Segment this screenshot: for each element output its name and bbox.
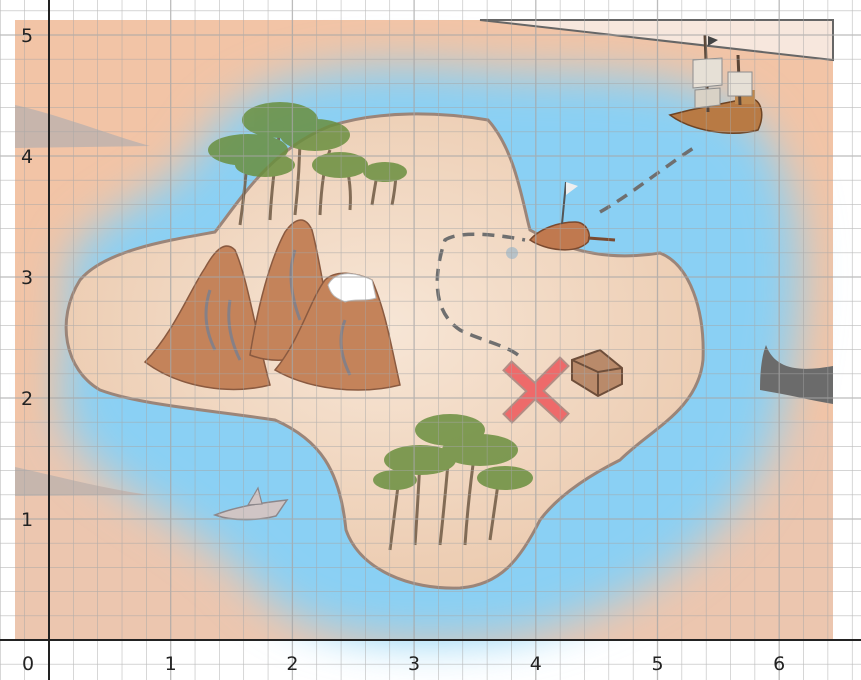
dashed-trail (435, 145, 696, 357)
x-tick-label: 1 (165, 653, 177, 675)
y-axis-tick-labels: 1 2 3 4 5 (21, 25, 33, 531)
y-tick-label: 5 (21, 25, 33, 47)
x-tick-label: 5 (651, 653, 663, 675)
x-tick-label: 2 (286, 653, 298, 675)
y-tick-label: 2 (21, 388, 33, 410)
rowboat (506, 181, 616, 259)
x-tick-label: 4 (530, 653, 542, 675)
pirate-ship (668, 34, 763, 134)
land-strip-top (479, 19, 834, 62)
y-tick-label: 4 (21, 146, 33, 168)
x-tick-label: 6 (773, 653, 785, 675)
x-tick-label: 3 (408, 653, 420, 675)
x-axis-tick-labels: 0 1 2 3 4 5 6 (22, 653, 785, 675)
x-tick-label: 0 (22, 653, 34, 675)
y-tick-label: 3 (21, 267, 33, 289)
y-tick-label: 1 (21, 509, 33, 531)
rock-right (760, 345, 833, 404)
